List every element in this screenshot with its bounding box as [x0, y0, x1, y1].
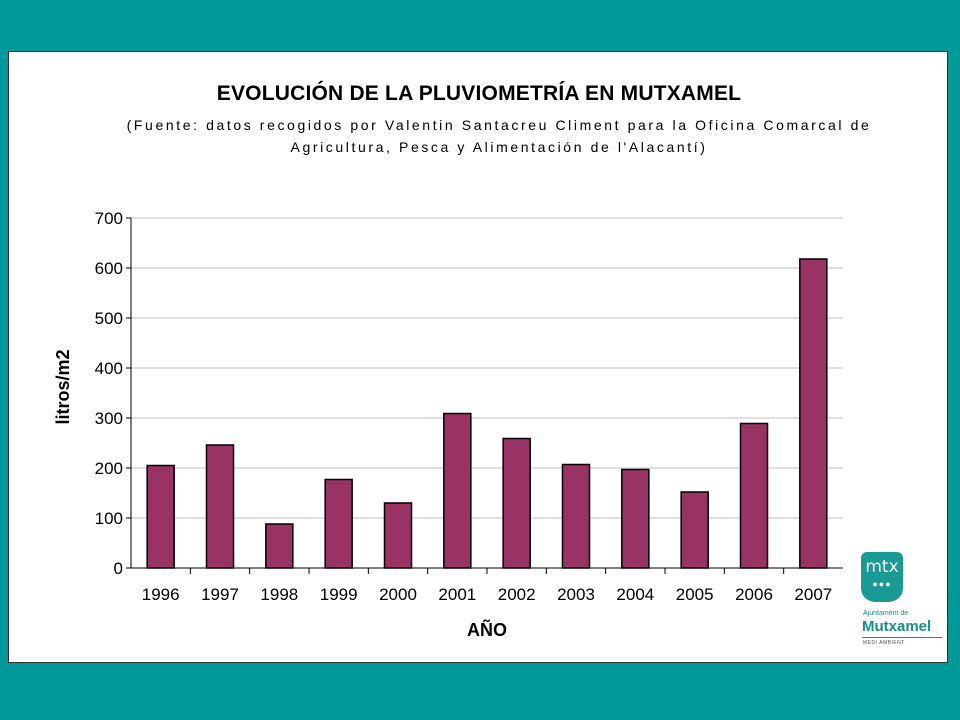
y-tick-label: 200 [95, 459, 123, 478]
bar [680, 491, 709, 569]
x-tick-label: 2000 [379, 585, 417, 604]
y-tick-label: 700 [95, 209, 123, 228]
y-axis-label: litros/m2 [53, 349, 73, 424]
bar [799, 258, 828, 569]
y-tick-label: 300 [95, 409, 123, 428]
logo-mark-text: mtx [865, 557, 899, 577]
bar [443, 412, 472, 569]
bar-chart: 0 100 200 300 400 500 600 700 1996 1997 1998 1999 2… [53, 209, 843, 640]
x-tick-label: 2006 [735, 585, 773, 604]
bar [502, 437, 531, 569]
chart-panel: EVOLUCIÓN DE LA PLUVIOMETRÍA EN MUTXAMEL… [8, 51, 948, 663]
bar [146, 464, 175, 569]
gridlines [131, 217, 843, 519]
x-tick-label: 1998 [260, 585, 298, 604]
logo-line-2: Mutxamel [862, 618, 932, 635]
logo-line-1: Ajuntament de [863, 610, 909, 617]
x-tick-label: 1996 [142, 585, 180, 604]
axes [126, 217, 843, 574]
bar [739, 422, 769, 569]
bar [621, 468, 650, 569]
bar [561, 463, 591, 569]
logo-line-3: MEDI AMBIENT [863, 640, 905, 646]
y-tick-label: 400 [95, 359, 123, 378]
chart-title: EVOLUCIÓN DE LA PLUVIOMETRÍA EN MUTXAMEL [216, 82, 742, 105]
bar [205, 444, 235, 569]
x-tick-labels: 1996 1997 1998 1999 2000 2001 2002 2003 2004 2005… [142, 585, 832, 604]
logo-divider [862, 637, 942, 638]
x-tick-label: 2002 [498, 585, 536, 604]
y-tick-label: 500 [95, 309, 123, 328]
x-axis-label: AÑO [467, 619, 507, 640]
x-tick-label: 2005 [676, 585, 714, 604]
y-tick-label: 600 [95, 259, 123, 278]
x-tick-label: 2001 [438, 585, 476, 604]
x-tick-label: 1999 [320, 585, 358, 604]
x-tick-label: 1997 [201, 585, 239, 604]
mtx-logo-mark: mtx ●●● [861, 552, 903, 602]
bar [324, 478, 353, 569]
y-tick-label: 0 [114, 559, 123, 578]
logo-dots: ●●● [872, 579, 892, 589]
bar [383, 502, 413, 569]
x-tick-label: 2004 [616, 585, 654, 604]
x-tick-label: 2003 [557, 585, 595, 604]
bars [146, 258, 828, 569]
mutxamel-logo: mtx ●●● Ajuntament de Mutxamel MEDI AMBI… [861, 552, 945, 652]
y-tick-label: 100 [95, 509, 123, 528]
chart-subtitle-line-2: Agricultura, Pesca y Alimentación de l'A… [290, 139, 708, 155]
chart-subtitle: (Fuente: datos recogidos por Valentin Sa… [69, 114, 929, 158]
y-tick-labels: 0 100 200 300 400 500 600 700 [95, 209, 123, 578]
chart-subtitle-line-1: (Fuente: datos recogidos por Valentin Sa… [126, 117, 872, 133]
x-tick-label: 2007 [794, 585, 832, 604]
bar [265, 523, 294, 569]
